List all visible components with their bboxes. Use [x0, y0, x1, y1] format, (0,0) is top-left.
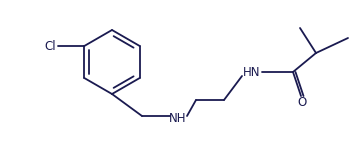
Text: NH: NH [169, 111, 187, 124]
Text: O: O [297, 96, 307, 110]
Text: HN: HN [243, 66, 261, 78]
Text: Cl: Cl [44, 39, 56, 52]
